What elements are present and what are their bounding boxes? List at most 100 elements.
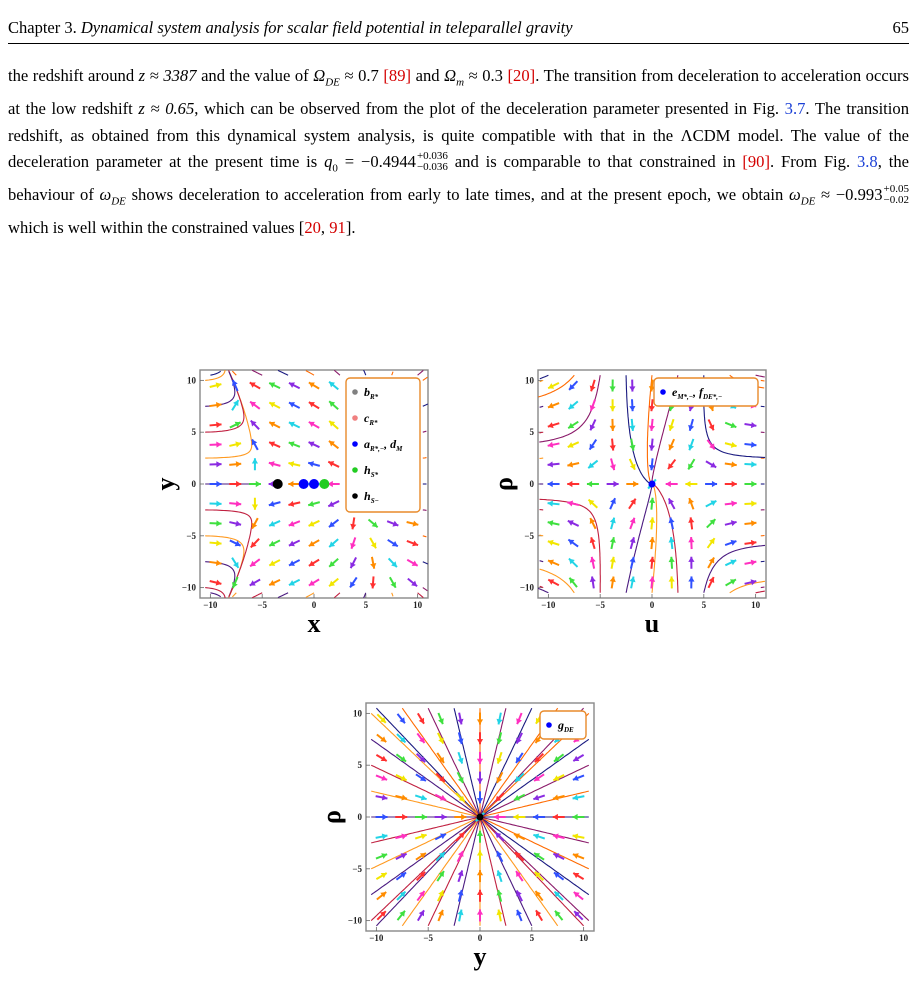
vector-arrow-head: [496, 890, 502, 896]
vector-arrow-head: [688, 463, 693, 469]
y-axis-label: y: [151, 478, 180, 491]
vector-arrow-shaft: [329, 421, 338, 429]
vector-arrow-head: [382, 814, 387, 820]
vector-arrow-shaft: [376, 873, 386, 879]
header-rule: [8, 43, 909, 44]
vector-arrow-head: [250, 382, 256, 387]
vector-arrow-shaft: [269, 463, 281, 466]
vector-arrow-head: [751, 481, 756, 487]
vector-arrow-shaft: [553, 796, 565, 799]
vector-arrow-head: [399, 911, 405, 917]
streamline: [423, 588, 428, 591]
vector-arrow-shaft: [329, 579, 338, 587]
vector-arrow-head: [394, 481, 399, 487]
streamline: [704, 375, 765, 457]
vector-arrow-shaft: [725, 464, 737, 466]
streamline: [205, 562, 235, 597]
vector-arrow-shaft: [230, 540, 241, 545]
vector-arrow-shaft: [458, 851, 463, 862]
vector-arrow-head: [751, 520, 756, 526]
vector-arrow-shaft: [252, 518, 258, 529]
vector-arrow-head: [458, 890, 464, 896]
vector-arrow-head: [419, 872, 425, 878]
vector-arrow-head: [555, 737, 561, 743]
vector-arrow-head: [477, 831, 483, 836]
vector-arrow-head: [438, 890, 444, 896]
vector-arrow-shaft: [612, 439, 613, 451]
vector-arrow-head: [252, 458, 258, 463]
citation-20[interactable]: [20]: [508, 66, 536, 85]
vector-arrow-head: [380, 736, 386, 742]
vector-arrow-head: [309, 382, 315, 387]
vector-arrow-head: [329, 441, 335, 447]
vector-arrow-head: [669, 537, 675, 542]
vector-arrow-head: [269, 402, 275, 408]
vector-arrow-head: [629, 577, 635, 583]
vector-arrow-head: [422, 814, 427, 820]
vector-arrow-head: [413, 521, 419, 527]
vector-arrow-head: [516, 757, 521, 763]
vector-arrow-head: [477, 719, 483, 724]
vector-arrow-head: [496, 738, 502, 744]
vector-arrow-head: [328, 461, 334, 467]
streamline: [647, 375, 652, 483]
vector-arrow-head: [350, 581, 355, 587]
vector-arrow-shaft: [611, 537, 613, 549]
figure-link-3-8[interactable]: 3.8: [857, 152, 878, 171]
vector-arrow-shaft: [369, 519, 378, 527]
vector-arrow-shaft: [437, 871, 444, 881]
vector-arrow-shaft: [548, 464, 560, 465]
vector-arrow-head: [373, 501, 379, 507]
vector-arrow-head: [458, 851, 464, 857]
legend-marker: [352, 467, 358, 473]
vector-arrow-head: [400, 872, 406, 878]
streamline: [205, 371, 252, 458]
vector-arrow-shaft: [707, 440, 714, 450]
vector-arrow-head: [669, 576, 675, 581]
vector-arrow-head: [419, 737, 425, 743]
vector-arrow-head: [256, 481, 261, 487]
vector-arrow-shaft: [436, 852, 444, 860]
vector-arrow-head: [613, 481, 618, 487]
vector-arrow-head: [236, 481, 241, 487]
vector-arrow-shaft: [210, 424, 222, 425]
vector-arrow-head: [610, 406, 616, 411]
legend-marker: [352, 493, 358, 499]
citation-89[interactable]: [89]: [383, 66, 411, 85]
vector-arrow-head: [732, 481, 737, 487]
vector-arrow-shaft: [233, 380, 238, 391]
vector-arrow-head: [439, 852, 445, 858]
vector-arrow-head: [399, 717, 405, 723]
vector-arrow-shaft: [497, 772, 502, 783]
vector-arrow-head: [236, 461, 241, 467]
vector-arrow-shaft: [709, 419, 714, 430]
figure-link-3-7[interactable]: 3.7: [785, 99, 806, 118]
vector-arrow-head: [400, 892, 406, 898]
vector-arrow-shaft: [648, 479, 656, 488]
vector-arrow-head: [731, 442, 737, 448]
vector-arrow-head: [730, 579, 736, 584]
vector-arrow-head: [289, 441, 295, 447]
streamline: [210, 593, 220, 597]
citation-20b[interactable]: 20: [304, 218, 321, 237]
vector-arrow-head: [308, 501, 314, 507]
vector-arrow-shaft: [745, 581, 757, 584]
streamline: [481, 818, 589, 895]
vector-arrow-shaft: [533, 835, 544, 839]
streamline: [481, 708, 558, 816]
citation-91[interactable]: 91: [329, 218, 346, 237]
vector-arrow-head: [751, 402, 757, 408]
vector-arrow-shaft: [630, 459, 635, 470]
vector-arrow-head: [412, 560, 418, 565]
vector-arrow-shaft: [417, 754, 425, 762]
vector-arrow-head: [232, 582, 238, 588]
vector-arrow-shaft: [591, 400, 595, 411]
vector-arrow-shaft: [610, 498, 615, 509]
vector-arrow-head: [288, 461, 294, 467]
citation-90[interactable]: [90]: [742, 152, 770, 171]
vector-arrow-shaft: [395, 796, 407, 799]
vector-arrow-head: [459, 796, 465, 802]
vector-arrow-head: [289, 541, 295, 547]
vector-arrow-head: [413, 501, 418, 507]
vector-arrow-head: [252, 523, 257, 529]
